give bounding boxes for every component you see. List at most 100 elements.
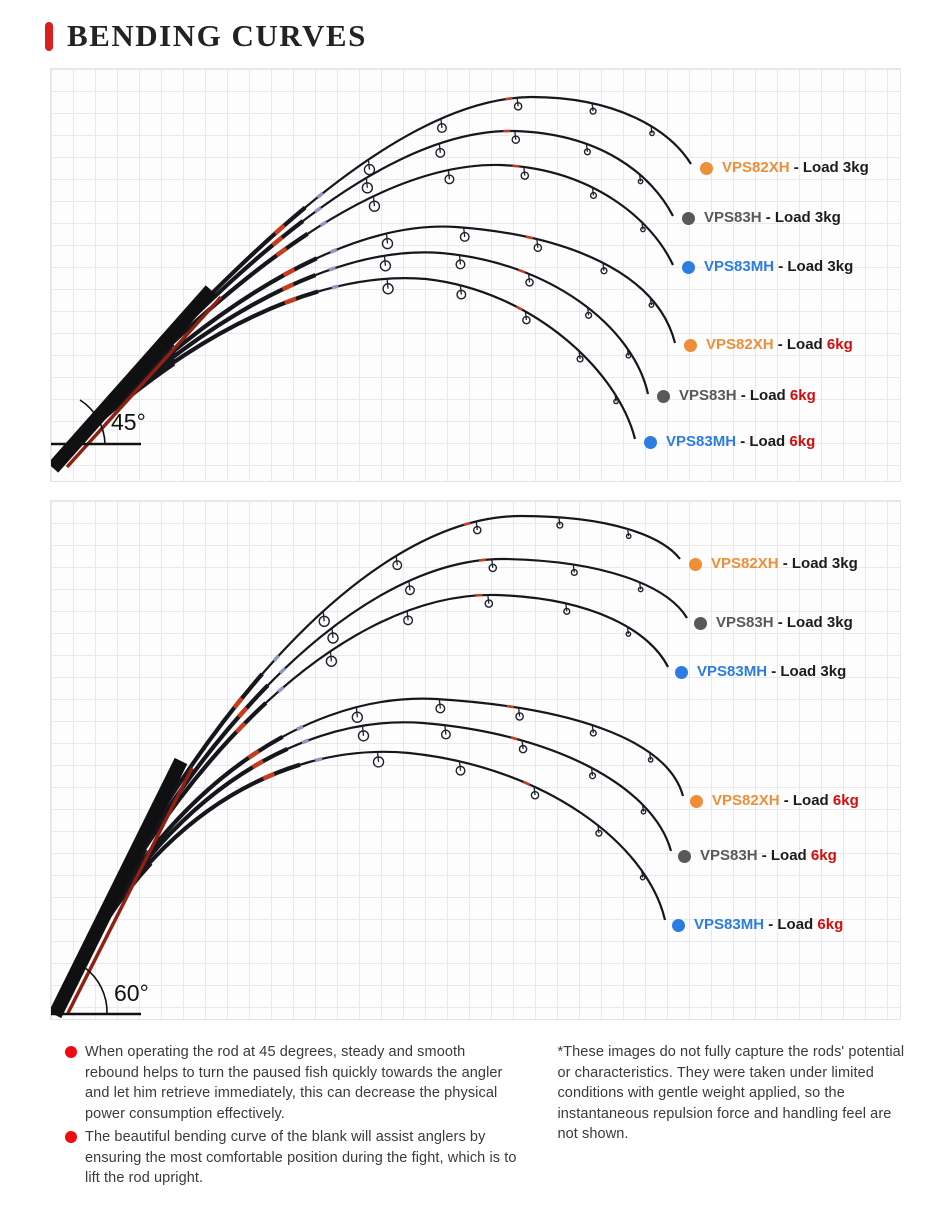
legend-amount: 6kg — [817, 916, 844, 933]
rod-curve-vps83mh-3kg — [57, 592, 670, 1010]
title-accent-bar — [45, 21, 53, 51]
rod-curve-vps83mh-6kg — [56, 749, 668, 1010]
rod-butt-bundle — [51, 285, 217, 473]
page-title: BENDING CURVES — [67, 18, 367, 53]
legend-model: VPS82XH — [706, 336, 774, 353]
rod-curve-vps83mh-3kg — [54, 163, 674, 463]
rod-curve-vps82xh-6kg — [52, 223, 679, 465]
legend-dot-gray — [682, 211, 695, 225]
legend-vps83h-6kg: VPS83H - Load 6kg — [678, 847, 837, 865]
legend-dot-orange — [689, 557, 702, 571]
legend-sep: - — [740, 433, 746, 450]
rod-curve-vps83h-3kg — [54, 129, 674, 463]
legend-load-word: Load — [786, 614, 823, 631]
rod-butt-red-accent — [66, 767, 194, 1014]
rod-curve-vps83mh-3kg — [56, 592, 671, 1010]
legend-model: VPS83H — [716, 614, 774, 631]
legend-load-word: Load — [749, 387, 786, 404]
legend-load-word: Load — [787, 258, 824, 275]
legend-sep: - — [740, 387, 746, 404]
legend-model: VPS82XH — [722, 159, 790, 176]
legend-dot-orange — [684, 338, 697, 352]
legend-dot-gray — [694, 616, 707, 630]
rod-curve-vps83mh-6kg — [57, 749, 668, 1010]
legend-model: VPS83H — [704, 209, 762, 226]
red-bullet-icon — [65, 1046, 77, 1058]
legend-dot-gray — [678, 849, 691, 863]
legend-dot-gray — [657, 389, 670, 403]
legend-dot-orange — [700, 161, 713, 175]
legend-load-word: Load — [786, 336, 823, 353]
rod-curve-vps82xh-3kg — [57, 513, 682, 1010]
legend-load-word: Load — [777, 916, 814, 933]
rod-curve-vps82xh-3kg — [56, 513, 682, 1010]
legend-model: VPS82XH — [712, 792, 780, 809]
legend-amount: 3kg — [820, 663, 847, 680]
angle-label-45: 45° — [111, 409, 146, 435]
legend-vps83h-6kg: VPS83H - Load 6kg — [657, 387, 816, 405]
legend-amount: 3kg — [814, 209, 841, 226]
legend-model: VPS83MH — [666, 433, 737, 450]
note-item: The beautiful bending curve of the blank… — [65, 1127, 519, 1189]
legend-model: VPS83H — [679, 387, 737, 404]
legend-amount: 6kg — [832, 792, 859, 809]
rod-curve-vps83mh-3kg — [52, 161, 677, 465]
legend-model: VPS82XH — [711, 555, 779, 572]
rod-curve-vps83mh-6kg — [55, 748, 669, 1011]
rod-curve-vps82xh-6kg — [53, 224, 678, 464]
legend-amount: 6kg — [826, 336, 853, 353]
legend-load-word: Load — [780, 663, 817, 680]
legend-dot-blue — [672, 918, 685, 932]
rod-curve-vps82xh-6kg — [54, 225, 677, 463]
legend-dot-blue — [675, 665, 688, 679]
rod-curve-vps83mh-6kg — [53, 276, 638, 464]
rod-curve-vps83h-6kg — [53, 250, 651, 464]
legend-amount: 3kg — [827, 258, 854, 275]
footnote-text: *These images do not fully capture the r… — [557, 1044, 905, 1142]
rod-curve-vps83mh-3kg — [57, 593, 669, 1010]
legend-vps83mh-6kg: VPS83MH - Load 6kg — [644, 433, 815, 451]
legend-sep: - — [768, 916, 774, 933]
note-text: When operating the rod at 45 degrees, st… — [85, 1044, 503, 1122]
legend-dot-orange — [690, 794, 703, 808]
legend-sep: - — [777, 336, 783, 353]
rod-curve-vps83mh-3kg — [55, 591, 672, 1011]
legend-sep: - — [765, 209, 771, 226]
legend-load-word: Load — [770, 847, 807, 864]
angle-label-60: 60° — [114, 980, 149, 1006]
legend-sep: - — [783, 792, 789, 809]
legend-vps83h-3kg: VPS83H - Load 3kg — [694, 614, 853, 632]
legend-vps83h-3kg: VPS83H - Load 3kg — [682, 209, 841, 227]
rod-curve-vps83mh-6kg — [57, 750, 667, 1010]
legend-amount: 3kg — [826, 614, 853, 631]
angle-arc — [79, 399, 106, 445]
rod-curve-vps83mh-3kg — [53, 163, 675, 464]
rod-butt-bundle — [51, 757, 188, 1019]
legend-model: VPS83MH — [697, 663, 768, 680]
legend-vps82xh-6kg: VPS82XH - Load 6kg — [684, 336, 853, 354]
rod-curves-drawing-60: 60° — [51, 512, 690, 1019]
legend-sep: - — [782, 555, 788, 572]
note-item: When operating the rod at 45 degrees, st… — [65, 1042, 519, 1124]
legend-sep: - — [771, 663, 777, 680]
rod-curve-vps82xh-3kg — [57, 514, 681, 1010]
rod-curve-vps83mh-6kg — [57, 750, 667, 1010]
rod-curve-vps83mh-3kg — [53, 162, 675, 464]
bending-curves-panel-45deg: 45° VPS82XH - Load 3kg VPS83H - Load 3kg… — [50, 68, 901, 482]
angle-arc — [83, 966, 108, 1015]
rod-curve-vps82xh-3kg — [57, 514, 682, 1010]
legend-amount: 6kg — [789, 387, 816, 404]
legend-dot-blue — [682, 260, 695, 274]
legend-vps83mh-3kg: VPS83MH - Load 3kg — [682, 258, 853, 276]
legend-vps82xh-3kg: VPS82XH - Load 3kg — [689, 555, 858, 573]
legend-load-word: Load — [802, 159, 839, 176]
legend-dot-blue — [644, 435, 657, 449]
legend-sep: - — [777, 614, 783, 631]
notes-section: When operating the rod at 45 degrees, st… — [65, 1042, 905, 1192]
rod-curve-vps82xh-6kg — [53, 224, 678, 464]
legend-load-word: Load — [792, 792, 829, 809]
rod-curve-vps82xh-3kg — [55, 512, 683, 1011]
rod-curve-vps83mh-3kg — [57, 593, 670, 1010]
legend-amount: 6kg — [789, 433, 816, 450]
legend-load-word: Load — [791, 555, 828, 572]
